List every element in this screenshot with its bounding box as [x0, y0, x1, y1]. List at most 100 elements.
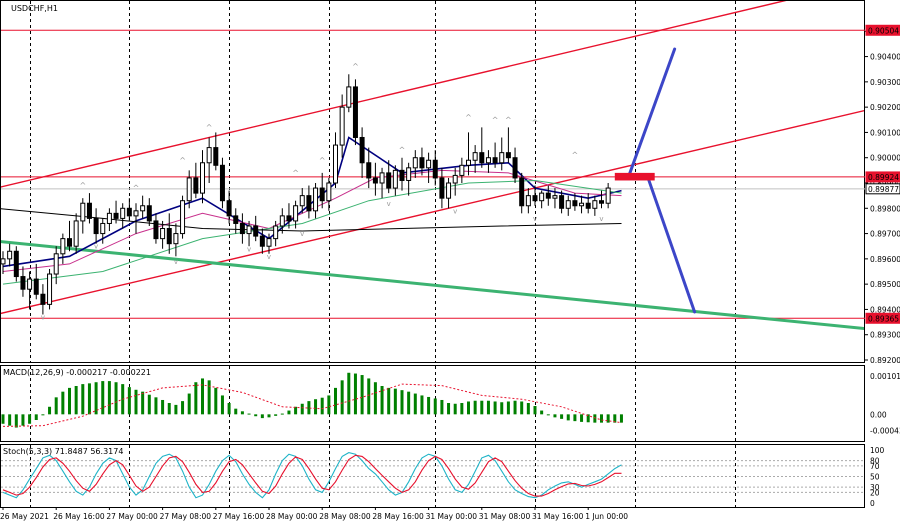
x-tick-label: 27 May 16:00: [213, 512, 265, 521]
y-tick-label: 0.90300: [870, 78, 900, 87]
macd-panel[interactable]: [1, 372, 623, 428]
stochastic-title: Stoch(5,3,3) 71.8487 56.3174: [3, 447, 123, 456]
macd-histogram-bar: [347, 372, 351, 415]
candle-body: [126, 207, 132, 217]
macd-histogram-bar: [600, 414, 603, 423]
candle-body: [412, 157, 418, 169]
macd-histogram-bar: [161, 399, 165, 415]
candle-body: [519, 177, 525, 207]
macd-histogram-bar: [387, 387, 391, 415]
macd-histogram-bar: [433, 398, 437, 415]
candle-body: [386, 172, 392, 189]
candle-body: [73, 220, 79, 247]
y-tick-label: 0.90000: [870, 154, 900, 163]
candle-body: [359, 136, 365, 164]
candle-body: [419, 157, 425, 169]
macd-histogram-bar: [400, 390, 404, 415]
x-tick-label: 28 May 08:00: [319, 512, 371, 521]
macd-histogram-bar: [247, 413, 251, 415]
macd-histogram-bar: [546, 414, 550, 416]
macd-histogram-bar: [467, 401, 470, 415]
candle-body: [120, 207, 126, 219]
moving-average-line: [2, 169, 622, 272]
candle-body: [346, 86, 352, 108]
macd-histogram-bar: [473, 400, 477, 415]
price-label-text: 0.90504: [868, 26, 899, 35]
stochastic-y-label: 50: [870, 473, 880, 482]
macd-histogram-bar: [500, 402, 504, 415]
x-tick-label: 26 May 16:00: [53, 512, 105, 521]
macd-histogram-bar: [214, 387, 218, 415]
macd-histogram-bar: [513, 400, 517, 415]
macd-histogram-bar: [54, 397, 58, 415]
candle-body: [219, 164, 225, 202]
y-tick-label: 0.89600: [870, 255, 900, 264]
fractal-up-mark: ^: [572, 151, 579, 160]
macd-histogram-bar: [353, 373, 357, 415]
y-tick-label: 0.89200: [870, 356, 900, 365]
stochastic-panel[interactable]: [2, 452, 622, 499]
macd-histogram-bar: [68, 387, 71, 415]
macd-histogram-bar: [360, 375, 364, 415]
candle-body: [266, 238, 272, 247]
candle-body: [579, 202, 585, 207]
candle-body: [53, 253, 59, 275]
candle-body: [539, 192, 545, 202]
macd-histogram-bar: [234, 408, 238, 415]
macd-histogram-bar: [580, 414, 584, 422]
candle-body: [80, 202, 86, 222]
target-zone-box: [614, 172, 655, 181]
candle-body: [512, 157, 518, 179]
fractal-up-mark: ^: [292, 168, 299, 177]
macd-histogram-bar: [540, 410, 544, 415]
candle-body: [93, 217, 99, 235]
x-tick-label: 31 May 08:00: [479, 512, 531, 521]
price-label-box: [865, 171, 900, 183]
macd-histogram-bar: [194, 382, 198, 415]
fractal-up-mark: ^: [399, 146, 406, 155]
candle-body: [246, 225, 252, 235]
fractal-up-mark: ^: [133, 184, 140, 193]
macd-histogram-bar: [420, 395, 424, 415]
fractal-up-mark: ^: [505, 115, 512, 124]
macd-histogram-bar: [480, 400, 484, 415]
candle-body: [33, 278, 39, 295]
candle-body: [599, 200, 604, 204]
candle-body: [585, 202, 591, 209]
macd-histogram-bar: [413, 393, 417, 415]
macd-histogram-bar: [167, 403, 171, 415]
candle-body: [166, 228, 172, 245]
price-label-text: 0.89924: [868, 173, 899, 182]
macd-histogram-bar: [586, 414, 590, 423]
candle-body: [200, 162, 205, 194]
candle-body: [319, 187, 325, 202]
green-trend-line: [1, 240, 864, 330]
y-tick-label: 0.89800: [870, 204, 900, 213]
candle-body: [153, 220, 159, 240]
macd-histogram-bar: [613, 414, 617, 423]
candle-body: [525, 195, 531, 207]
macd-histogram-bar: [274, 414, 278, 416]
candle-body: [180, 200, 186, 235]
candle-body: [366, 162, 372, 179]
y-tick-label: 0.90200: [870, 103, 900, 112]
x-tick-label: 27 May 08:00: [160, 512, 212, 521]
macd-histogram-bar: [240, 411, 244, 415]
candle-body: [459, 164, 465, 176]
candle-body: [432, 159, 438, 179]
candle-body: [40, 293, 46, 305]
candle-body: [193, 177, 199, 194]
candle-body: [466, 159, 471, 166]
candle-body: [133, 210, 139, 217]
macd-histogram-bar: [61, 391, 65, 415]
candle-body: [146, 205, 152, 222]
y-tick-label: 0.89500: [870, 280, 900, 289]
candle-body: [472, 152, 478, 161]
macd-histogram-bar: [94, 382, 98, 415]
candle-body: [279, 215, 285, 227]
main-price-panel[interactable]: ^ ^ ^ ^ ^ ^ ^ ^ ^ ^ ^ ^ ^ v v v v v v v v v v: [0, 0, 900, 332]
y-tick-label: 0.89300: [870, 331, 900, 340]
macd-histogram-bar: [380, 386, 384, 415]
macd-histogram-bar: [440, 399, 444, 415]
